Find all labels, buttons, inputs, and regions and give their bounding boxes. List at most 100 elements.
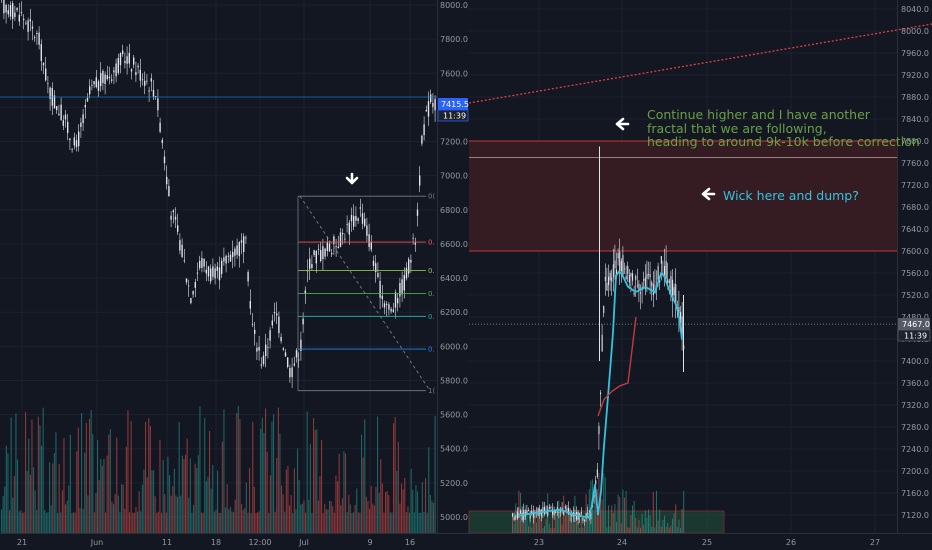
right-price-axis[interactable]: 8040.0 8000.0 7960.0 7920.0 7880.0 7840.0 7800… — [901, 5, 929, 520]
volume-bar — [228, 509, 230, 533]
volume-bar — [77, 427, 79, 533]
left-y-tick-label: 5000.0 — [440, 513, 468, 522]
left-price-tag-bg — [438, 98, 468, 110]
volume-bar — [210, 488, 212, 533]
volume-bar — [340, 505, 342, 533]
volume-bar — [617, 494, 619, 533]
candle-body — [628, 274, 630, 283]
volume-bar — [572, 523, 574, 533]
volume-bar — [65, 504, 67, 533]
candle-body — [627, 266, 629, 274]
candle-body — [434, 98, 436, 111]
candle-body — [638, 283, 640, 291]
candle-body — [221, 260, 223, 274]
ema-slow-line — [597, 316, 637, 417]
annotation-line-1: Continue higher and I have another — [647, 107, 871, 122]
volume-bar — [79, 507, 81, 533]
volume-bar — [253, 487, 255, 533]
volume-bar — [662, 519, 664, 533]
fib-retracement[interactable]: 0(0. 0. 0. 0. 0. 1( — [297, 193, 435, 396]
arrow-left-icon — [701, 187, 716, 201]
candle-body — [27, 20, 29, 32]
annotation-wick-dump[interactable]: Wick here and dump? — [701, 187, 859, 203]
volume-bar — [252, 421, 254, 533]
right-y-tick-label: 7800.0 — [901, 137, 929, 146]
candle-body — [377, 273, 379, 278]
volume-bar — [60, 512, 62, 533]
volume-bar — [81, 413, 83, 533]
volume-bar — [100, 459, 102, 533]
volume-bar — [20, 510, 22, 533]
candle-body — [612, 264, 614, 277]
candle-body — [86, 97, 89, 102]
volume-bar — [277, 407, 279, 533]
volume-bar — [657, 520, 659, 533]
left-y-tick-label: 6000.0 — [440, 342, 468, 351]
left-x-tick-label: Jun — [90, 538, 104, 547]
volume-bar — [173, 468, 175, 533]
volume-profile-box — [468, 510, 725, 534]
volume-bar — [660, 526, 662, 533]
candle-body — [324, 248, 326, 257]
volume-bar — [425, 478, 427, 533]
volume-bar — [269, 475, 271, 533]
candle-body — [236, 245, 238, 255]
left-x-tick-label: 18 — [211, 538, 221, 547]
right-time-axis[interactable]: 23 24 25 26 27 — [534, 538, 880, 547]
volume-bar — [47, 511, 49, 533]
candle-body — [293, 363, 295, 366]
volume-bar — [261, 417, 263, 533]
volume-bar — [89, 418, 91, 533]
candle-body — [276, 313, 278, 316]
candle-body — [298, 359, 300, 361]
candle-body — [93, 81, 95, 85]
volume-bar — [534, 509, 536, 533]
left-time-axis[interactable]: 21 Jun 11 18 12:00 Jul 9 16 — [17, 538, 415, 547]
volume-bar — [127, 410, 129, 533]
candle-body — [34, 37, 36, 38]
candle-body — [410, 259, 412, 263]
volume-bar — [673, 513, 675, 533]
volume-bar — [552, 506, 553, 533]
candle-body — [122, 50, 124, 54]
annotation-continue-higher[interactable]: Continue higher and I have another fract… — [615, 107, 920, 149]
volume-bar — [532, 518, 534, 533]
volume-bar — [664, 515, 665, 533]
candle-body — [267, 347, 269, 349]
candle-body — [665, 260, 667, 279]
left-price-tag-text: 7415.5 — [441, 100, 469, 109]
volume-bar — [357, 512, 359, 533]
candle-body — [258, 346, 260, 351]
volume-bar — [249, 468, 251, 533]
volume-bar — [205, 481, 207, 533]
volume-bar — [175, 495, 177, 533]
volume-bar — [404, 477, 406, 533]
volume-bar — [204, 418, 206, 533]
volume-bar — [346, 512, 348, 533]
candle-body — [370, 241, 372, 250]
volume-bar — [569, 517, 571, 533]
candle-body — [609, 273, 611, 281]
volume-bar — [284, 511, 286, 533]
volume-bar — [193, 505, 195, 533]
volume-bar — [61, 490, 63, 533]
candle-body — [106, 75, 108, 80]
candle-body — [126, 56, 128, 64]
candle-body — [646, 273, 648, 279]
right-y-tick-label: 7240.0 — [901, 445, 929, 454]
volume-bar — [97, 439, 99, 533]
candle-body — [333, 236, 335, 245]
candle-body — [80, 122, 82, 127]
volume-bar — [185, 454, 187, 533]
right-y-tick-label: 7120.0 — [901, 511, 929, 520]
candle-body — [322, 246, 324, 260]
volume-bar — [41, 445, 43, 533]
volume-bar — [394, 417, 396, 533]
volume-bar — [111, 501, 113, 533]
candle-body — [251, 323, 254, 325]
candle-body — [348, 222, 350, 235]
left-y-tick-label: 7200.0 — [440, 138, 468, 147]
candle-body — [331, 253, 333, 255]
volume-bar — [620, 523, 622, 533]
